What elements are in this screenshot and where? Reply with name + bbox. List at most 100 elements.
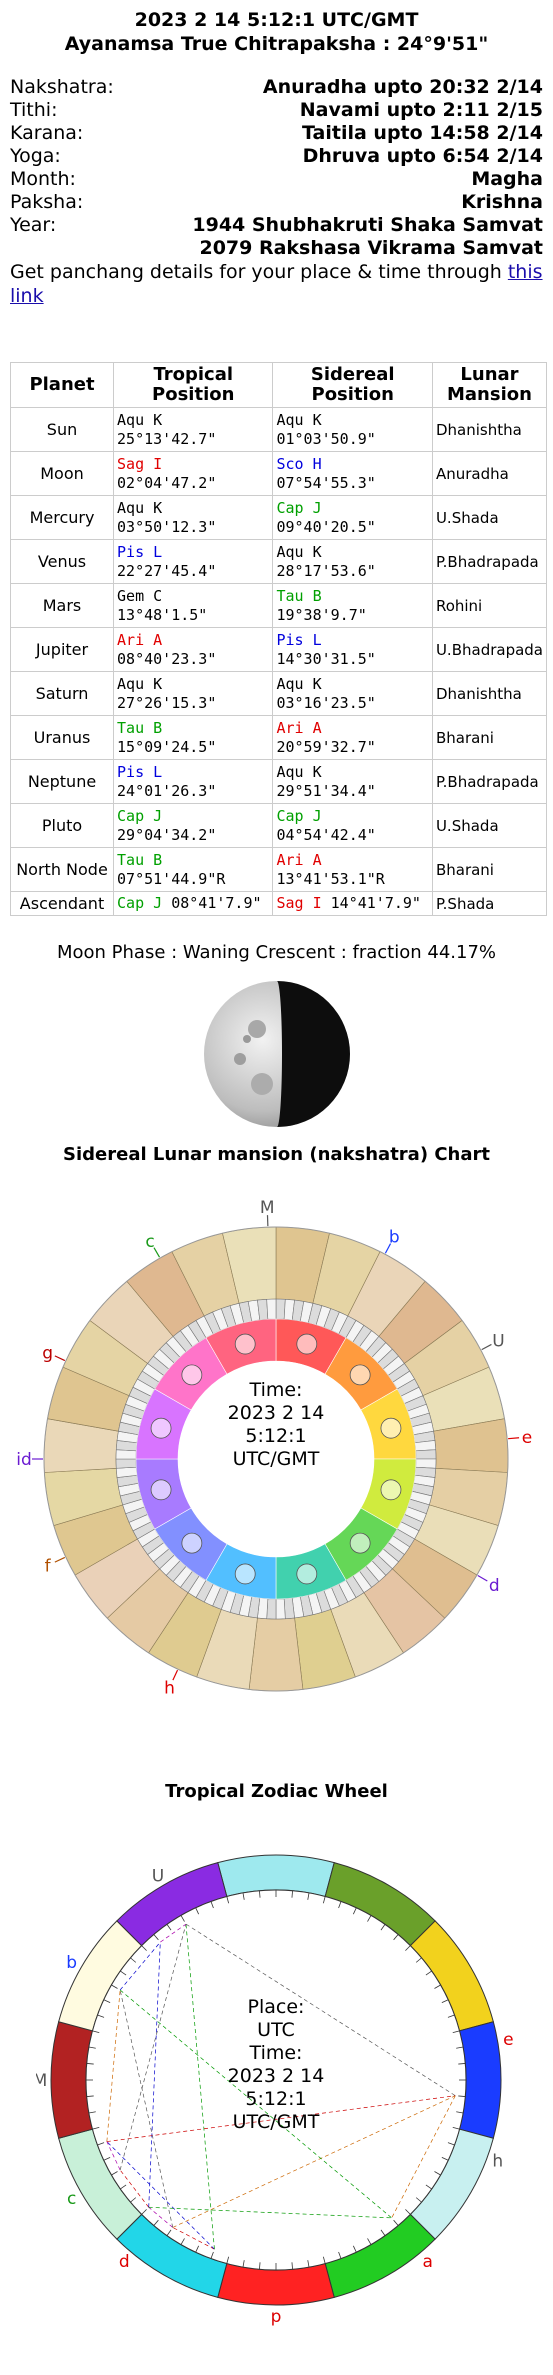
- panchang-label: Nakshatra:: [10, 76, 114, 99]
- nakshatra-chart-center: Time: 2023 2 14 5:12:1 UTC/GMT: [176, 1379, 376, 1471]
- lunar-mansion: U.Shada: [432, 804, 546, 848]
- panchang-label: Yoga:: [10, 145, 61, 168]
- panchang-row: Karana: Taitila upto 14:58 2/14: [10, 122, 543, 145]
- planet-marker: M: [260, 1198, 275, 1218]
- planet-marker: c: [145, 1232, 154, 1252]
- planet-marker: g: [42, 1344, 53, 1364]
- panchang-value: Anuradha upto 20:32 2/14: [263, 76, 543, 99]
- planet-name: Uranus: [11, 716, 114, 760]
- degree-value: 03°16'23.5": [276, 694, 428, 713]
- link-prefix: Get panchang details for your place & ti…: [10, 261, 508, 283]
- planet-marker: c: [67, 2189, 76, 2209]
- panchang-value: Dhruva upto 6:54 2/14: [303, 145, 543, 168]
- planet-name: Sun: [11, 408, 114, 452]
- planet-marker: d: [489, 1576, 500, 1596]
- zodiac-sign: Cap J: [117, 807, 269, 826]
- planet-marker: M: [36, 2071, 47, 2091]
- rashi-symbol-icon: [151, 1480, 171, 1500]
- lunar-mansion: Dhanishtha: [432, 408, 546, 452]
- degree-value: 29°04'34.2": [117, 826, 269, 845]
- degree-value: 14°41'7.9": [331, 894, 421, 912]
- zodiac-sign: Aqu K: [117, 411, 269, 430]
- tropical-wheel-title: Tropical Zodiac Wheel: [0, 1781, 553, 1802]
- sidereal-position: Sag I 14°41'7.9": [273, 892, 432, 916]
- datetime-title: 2023 2 14 5:12:1 UTC/GMT: [0, 8, 553, 32]
- degree-value: 20°59'32.7": [276, 738, 428, 757]
- panchang-value: Magha: [471, 168, 543, 191]
- degree-value: 09°40'20.5": [276, 518, 428, 537]
- panchang-label: Karana:: [10, 122, 83, 145]
- zodiac-sign: Aqu K: [276, 763, 428, 782]
- planet-name: Ascendant: [11, 892, 114, 916]
- planet-name: Venus: [11, 540, 114, 584]
- planet-marker: d: [119, 2252, 130, 2272]
- zodiac-sign: Ari A: [276, 719, 428, 738]
- lunar-mansion: U.Bhadrapada: [432, 628, 546, 672]
- degree-value: 13°41'53.1"R: [276, 870, 428, 889]
- planet-marker: b: [66, 1953, 77, 1973]
- degree-value: 08°40'23.3": [117, 650, 269, 669]
- panchang-label: Month:: [10, 168, 76, 191]
- lunar-mansion: P.Shada: [432, 892, 546, 916]
- degree-value: 13°48'1.5": [117, 606, 269, 625]
- degree-value: 03°50'12.3": [117, 518, 269, 537]
- zodiac-sign: Sag I: [276, 894, 321, 912]
- degree-value: 04°54'42.4": [276, 826, 428, 845]
- chart-header: 2023 2 14 5:12:1 UTC/GMT Ayanamsa True C…: [0, 8, 553, 56]
- lunar-mansion: Rohini: [432, 584, 546, 628]
- lunar-mansion: P.Bhadrapada: [432, 540, 546, 584]
- degree-value: 28°17'53.6": [276, 562, 428, 581]
- panchang-value: Taitila upto 14:58 2/14: [302, 122, 543, 145]
- planet-name: Mercury: [11, 496, 114, 540]
- zodiac-sign: Cap J: [276, 807, 428, 826]
- panchang-value-line: 2079 Rakshasa Vikrama Samvat: [192, 237, 543, 260]
- lunar-mansion: Bharani: [432, 716, 546, 760]
- degree-value: 14°30'31.5": [276, 650, 428, 669]
- zodiac-sign: Tau B: [117, 719, 269, 738]
- lunar-mansion: Bharani: [432, 848, 546, 892]
- panchang-value: Krishna: [461, 191, 543, 214]
- nakshatra-chart-title: Sidereal Lunar mansion (nakshatra) Chart: [0, 1144, 553, 1165]
- panchang-label: Paksha:: [10, 191, 83, 214]
- pada-segment: [267, 1599, 276, 1619]
- planet-name: Jupiter: [11, 628, 114, 672]
- planet-name: Neptune: [11, 760, 114, 804]
- planet-marker: p: [271, 2307, 282, 2327]
- panchang-value-line: Dhruva upto 6:54 2/14: [303, 145, 543, 168]
- planet-marker: e: [522, 1428, 532, 1448]
- nakshatra-segment: [249, 1618, 303, 1691]
- rashi-symbol-icon: [350, 1533, 370, 1553]
- planet-marker: f: [45, 1556, 52, 1576]
- zodiac-sign: Pis L: [117, 763, 269, 782]
- panchang-label: Tithi:: [10, 99, 57, 122]
- panchang-value-line: Navami upto 2:11 2/15: [300, 99, 543, 122]
- degree-value: 27°26'15.3": [117, 694, 269, 713]
- panchang-link-line: Get panchang details for your place & ti…: [10, 260, 543, 308]
- lunar-mansion: P.Bhadrapada: [432, 760, 546, 804]
- panchang-value-line: Taitila upto 14:58 2/14: [302, 122, 543, 145]
- planet-marker: h: [164, 1678, 175, 1698]
- zodiac-sign: Sag I: [117, 455, 269, 474]
- degree-value: 08°41'7.9": [171, 894, 261, 912]
- planet-name: Moon: [11, 452, 114, 496]
- col-sidereal: Sidereal Position: [273, 363, 432, 408]
- zodiac-sign: Aqu K: [117, 499, 269, 518]
- panchang-row: Tithi: Navami upto 2:11 2/15: [10, 99, 543, 122]
- panchang-row: Yoga: Dhruva upto 6:54 2/14: [10, 145, 543, 168]
- zodiac-sign: Cap J: [276, 499, 428, 518]
- pada-segment: [276, 1299, 285, 1319]
